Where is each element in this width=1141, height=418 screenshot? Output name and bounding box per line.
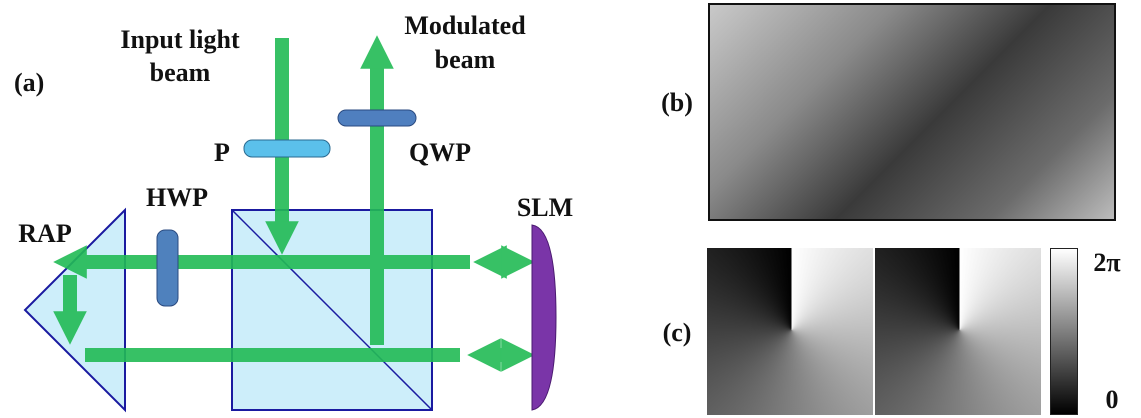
polarizer-plate — [244, 140, 330, 157]
diagram: (a) Input light beam Modulated beam P QW… — [0, 0, 1141, 418]
label: P — [214, 138, 230, 167]
panel-label: (c) — [663, 318, 692, 347]
label: beam — [150, 58, 211, 87]
panel-label: (b) — [661, 88, 693, 117]
panel-label: (a) — [14, 68, 44, 97]
label: QWP — [409, 138, 471, 167]
colorbar-min: 0 — [1106, 385, 1119, 414]
label: SLM — [517, 193, 573, 222]
label: RAP — [18, 219, 72, 248]
slm — [532, 225, 556, 410]
hwp-plate — [157, 230, 178, 306]
label: HWP — [146, 183, 208, 212]
colorbar-max: 2π — [1093, 248, 1120, 277]
qwp-plate — [338, 110, 416, 126]
label: beam — [435, 45, 496, 74]
label: Modulated — [404, 11, 526, 40]
label: Input light — [120, 25, 240, 54]
figure: {"panel_a": {"label": "(a)", "input_beam… — [0, 0, 1141, 418]
